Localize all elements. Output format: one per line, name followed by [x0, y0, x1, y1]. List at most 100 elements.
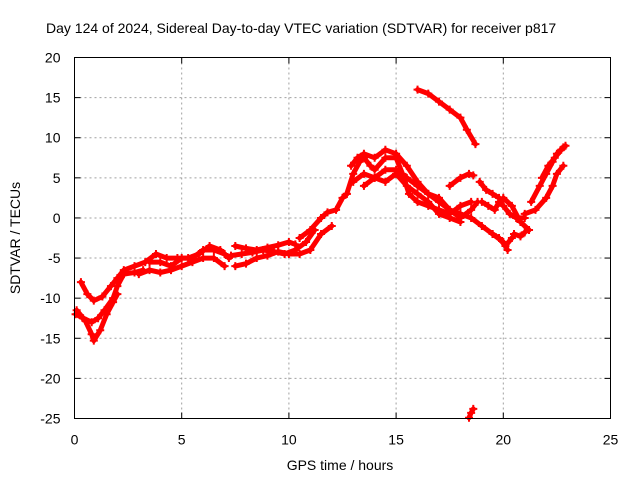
data-point [242, 259, 251, 268]
data-point [156, 258, 165, 267]
data-point [516, 232, 525, 241]
series-5 [145, 246, 229, 271]
data-point [467, 213, 476, 222]
data-point [295, 234, 304, 242]
data-point [544, 161, 553, 170]
data-point [72, 306, 81, 315]
data-point [424, 189, 433, 198]
data-series [71, 85, 570, 422]
series-8 [227, 225, 319, 260]
data-point [338, 193, 347, 202]
series-18 [488, 229, 516, 251]
data-point [488, 189, 497, 198]
data-point [359, 181, 368, 190]
data-point [469, 404, 478, 413]
data-point [306, 225, 315, 234]
data-point [81, 316, 90, 325]
data-point [302, 238, 311, 247]
data-point [484, 201, 493, 210]
data-point [156, 268, 165, 277]
data-point [464, 413, 473, 422]
y-tick-labels: -25 -20 -15 -10 -5 0 5 10 15 20 [40, 50, 60, 427]
data-point [402, 161, 411, 170]
data-point [381, 153, 390, 162]
data-point [520, 228, 529, 237]
data-point [456, 201, 465, 210]
data-point [166, 262, 175, 271]
data-point [557, 145, 566, 154]
x-tick-labels: 0 5 10 15 20 25 [71, 432, 619, 448]
data-point [495, 197, 504, 206]
series-22 [537, 141, 570, 182]
data-point [507, 201, 516, 210]
data-point [353, 153, 362, 162]
x-tick-label: 15 [388, 432, 404, 448]
data-point [413, 181, 422, 190]
y-tick-label: 5 [53, 170, 61, 186]
data-point [151, 250, 160, 259]
data-point [552, 169, 561, 178]
data-point [102, 310, 111, 319]
y-tick-label: -25 [40, 411, 60, 427]
y-axis-label: SDTVAR / TECUs [7, 182, 23, 294]
data-point [456, 113, 465, 122]
y-tick-label: -20 [40, 370, 60, 386]
data-point [537, 173, 546, 182]
data-point [269, 247, 278, 256]
data-point [507, 234, 516, 242]
data-point [499, 193, 508, 202]
data-point [434, 209, 443, 218]
series-trace [344, 155, 474, 217]
data-point [87, 330, 96, 339]
data-point [381, 145, 390, 154]
data-point [209, 246, 218, 255]
data-point [413, 85, 422, 94]
data-point [199, 246, 208, 255]
data-point [130, 262, 139, 271]
x-tick-label: 25 [603, 432, 619, 448]
data-point [280, 250, 289, 259]
series-17 [477, 193, 534, 234]
axis-ticks [74, 57, 611, 419]
data-point [462, 125, 471, 134]
series-20 [520, 161, 568, 218]
data-point [98, 292, 107, 301]
data-point [177, 254, 186, 263]
data-point [237, 250, 246, 259]
data-point [317, 229, 326, 238]
data-point [359, 149, 368, 158]
data-point [332, 205, 341, 214]
data-point [434, 97, 443, 106]
data-point [252, 254, 261, 263]
data-point [550, 153, 559, 162]
data-point [501, 242, 510, 251]
data-point [525, 225, 534, 234]
data-point [366, 161, 375, 170]
data-point [177, 262, 186, 271]
y-tick-label: 20 [45, 50, 61, 66]
data-point [464, 169, 473, 178]
data-point [516, 217, 525, 226]
y-tick-label: -5 [48, 250, 61, 266]
data-point [471, 140, 480, 149]
y-tick-label: -10 [40, 290, 60, 306]
data-point [113, 290, 122, 299]
x-tick-label: 5 [178, 432, 186, 448]
data-point [145, 258, 154, 267]
data-point [510, 229, 519, 238]
data-point [434, 193, 443, 202]
plot-frame [74, 57, 611, 419]
data-point [119, 266, 128, 275]
x-tick-label: 20 [496, 432, 512, 448]
data-point [209, 254, 218, 263]
data-point [488, 229, 497, 238]
x-tick-label: 0 [71, 432, 79, 448]
data-point [499, 201, 508, 210]
data-point [467, 205, 476, 214]
data-point [231, 242, 240, 251]
data-point [531, 205, 540, 214]
data-point [456, 217, 465, 226]
data-point [109, 298, 118, 307]
data-point [548, 181, 557, 190]
